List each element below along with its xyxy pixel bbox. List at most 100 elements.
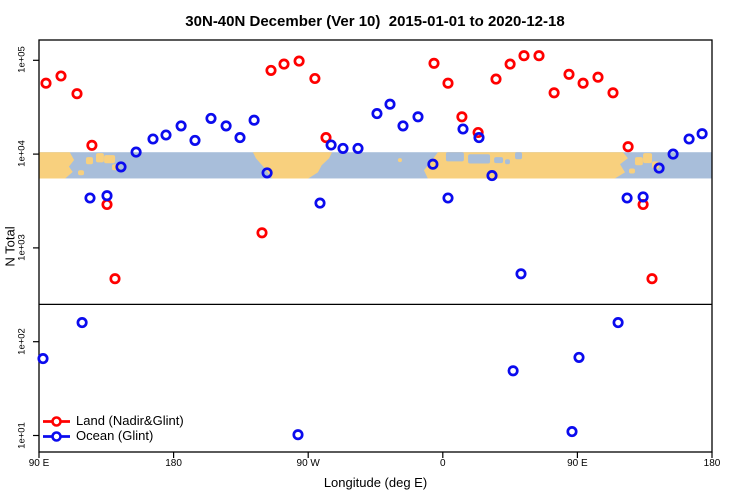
data-point xyxy=(442,77,454,89)
band-sea-patch xyxy=(468,154,491,164)
x-tick-label: 90 E xyxy=(567,458,588,469)
data-point xyxy=(371,108,383,120)
data-point xyxy=(646,273,658,285)
data-point xyxy=(325,139,337,151)
y-tick-label: 1e+03 xyxy=(16,234,28,261)
data-point xyxy=(293,55,305,67)
data-point xyxy=(456,111,468,123)
data-point xyxy=(412,111,424,123)
legend-markers xyxy=(43,416,70,442)
y-axis-label: N Total xyxy=(2,226,18,267)
data-point xyxy=(205,112,217,124)
chart-title: 30N-40N December (Ver 10) 2015-01-01 to … xyxy=(185,13,565,30)
band-land-island xyxy=(104,155,116,164)
legend-label-ocean: Ocean (Glint) xyxy=(76,428,154,443)
legend-label-land: Land (Nadir&Glint) xyxy=(76,413,184,428)
data-point xyxy=(278,58,290,70)
y-tick-label: 1e+02 xyxy=(16,327,28,355)
x-tick-label: 180 xyxy=(703,458,721,469)
data-point xyxy=(256,227,268,239)
data-point xyxy=(507,365,519,377)
data-point xyxy=(109,273,121,285)
x-tick-label: 0 xyxy=(440,458,446,469)
data-point xyxy=(86,139,98,151)
y-tick-label: 1e+01 xyxy=(16,421,28,449)
data-point xyxy=(577,77,589,89)
plot-box xyxy=(38,39,713,453)
data-point xyxy=(592,71,604,83)
data-point xyxy=(101,190,113,202)
data-point xyxy=(292,429,304,441)
band-land-island xyxy=(634,157,643,166)
data-point xyxy=(518,50,530,62)
band-land-island xyxy=(85,157,93,165)
data-points xyxy=(37,50,708,441)
data-point xyxy=(427,158,439,170)
band-land-island xyxy=(78,170,85,176)
x-tick-label: 180 xyxy=(165,458,182,469)
map-band xyxy=(39,152,712,179)
x-axis-label: Longitude (deg E) xyxy=(323,475,428,490)
band-land-island xyxy=(628,168,635,174)
data-point xyxy=(384,98,396,110)
data-point xyxy=(473,132,485,144)
data-point xyxy=(160,129,172,141)
data-point xyxy=(621,192,633,204)
data-point xyxy=(428,57,440,69)
data-point xyxy=(573,351,585,363)
data-point xyxy=(314,197,326,209)
data-point xyxy=(309,72,321,85)
band-land xyxy=(39,152,75,179)
data-point xyxy=(533,50,545,62)
data-point xyxy=(71,88,83,100)
x-tick-label: 90 E xyxy=(28,458,50,469)
data-point xyxy=(622,141,634,153)
data-point xyxy=(442,192,454,204)
legend-circle xyxy=(51,416,62,427)
data-point xyxy=(265,64,277,76)
data-point xyxy=(189,134,201,146)
data-point xyxy=(563,68,575,80)
data-point xyxy=(55,70,67,82)
band-sea-patch xyxy=(515,152,523,160)
band-land-island xyxy=(397,158,402,163)
data-point xyxy=(607,87,619,99)
band-sea-patch xyxy=(445,152,464,162)
data-point xyxy=(696,128,708,140)
x-tick-label: 90 W xyxy=(296,458,320,469)
data-point xyxy=(683,133,695,145)
data-point xyxy=(457,123,469,135)
series-land xyxy=(40,50,658,285)
data-point xyxy=(566,426,578,438)
data-point xyxy=(472,126,484,139)
data-point xyxy=(486,170,498,182)
data-point xyxy=(40,77,52,89)
data-point xyxy=(337,142,349,154)
data-point xyxy=(352,142,364,154)
data-point xyxy=(84,192,96,204)
data-point xyxy=(504,58,516,70)
axis-ticks xyxy=(33,59,713,458)
y-tick-label: 1e+04 xyxy=(16,140,28,167)
data-point xyxy=(667,148,679,160)
data-point xyxy=(248,114,260,126)
band-land-island xyxy=(95,153,104,163)
data-point xyxy=(261,167,273,179)
legend-circle xyxy=(51,431,62,442)
band-sea-patch xyxy=(505,159,510,165)
band-land-island xyxy=(643,153,653,164)
data-point xyxy=(397,120,409,132)
data-point xyxy=(515,268,527,280)
data-point xyxy=(101,198,113,211)
series-ocean xyxy=(37,98,708,441)
y-tick-label: 1e+05 xyxy=(16,46,28,74)
plot-border xyxy=(38,39,713,453)
data-point xyxy=(234,132,246,144)
data-point xyxy=(320,132,332,144)
data-point xyxy=(37,353,49,365)
data-point xyxy=(653,162,665,174)
data-point xyxy=(76,317,88,329)
data-point xyxy=(637,191,649,203)
